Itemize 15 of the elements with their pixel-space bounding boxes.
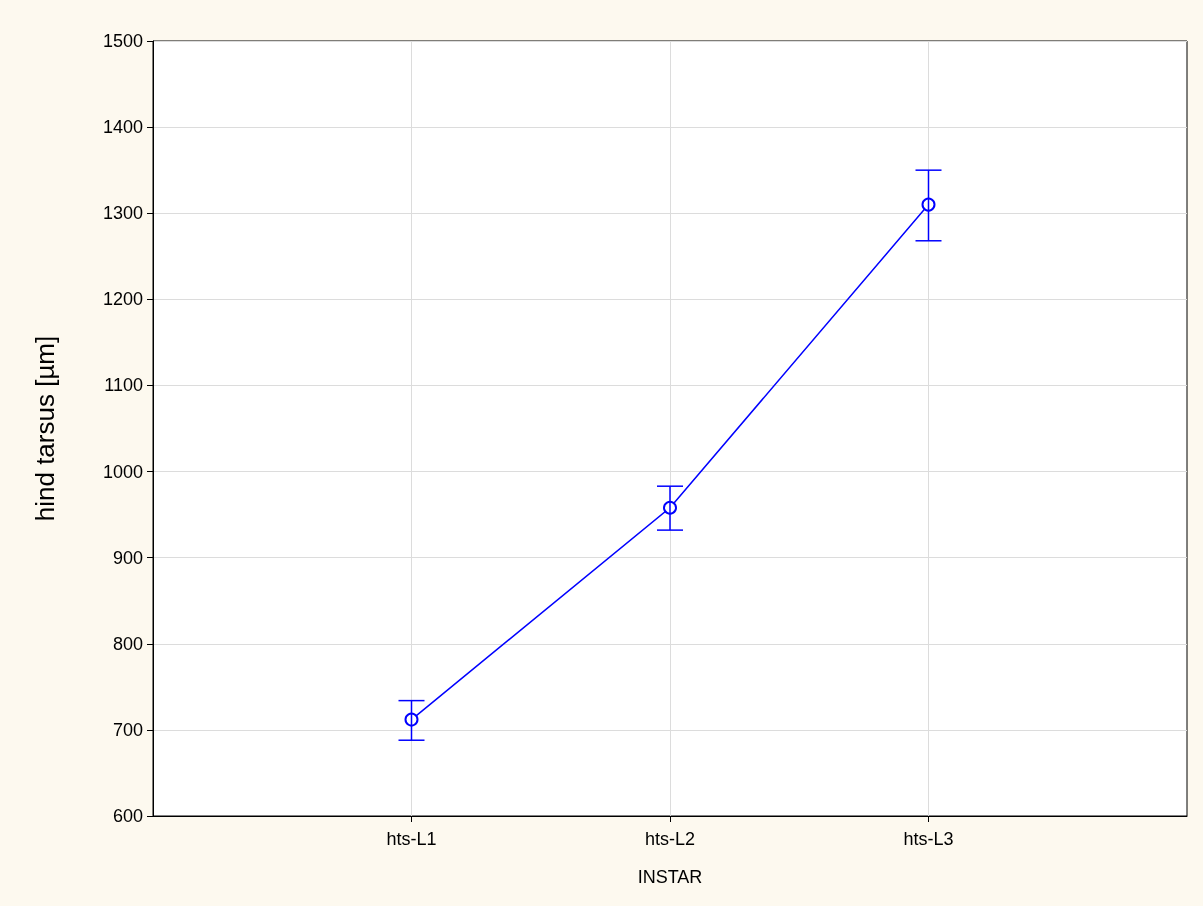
- x-axis-title: INSTAR: [637, 867, 703, 887]
- x-tick-label: hts-L2: [644, 829, 696, 849]
- y-tick-label: 1400: [102, 117, 143, 138]
- x-tick-label: hts-L3: [903, 829, 954, 849]
- x-tick-label: hts-L1: [386, 829, 437, 849]
- y-tick-label: 1500: [102, 31, 143, 51]
- y-tick-label: 1000: [102, 461, 143, 482]
- y-axis-title: hind tarsus [µm]: [30, 335, 60, 522]
- y-tick-label: 600: [112, 806, 143, 826]
- y-tick-label: 1100: [104, 375, 143, 396]
- y-tick-label: 1300: [102, 203, 143, 224]
- y-tick-label: 700: [112, 719, 143, 740]
- y-tick-label: 800: [112, 633, 143, 654]
- y-tick-label: 1200: [102, 289, 143, 310]
- y-tick-label: 900: [112, 547, 143, 568]
